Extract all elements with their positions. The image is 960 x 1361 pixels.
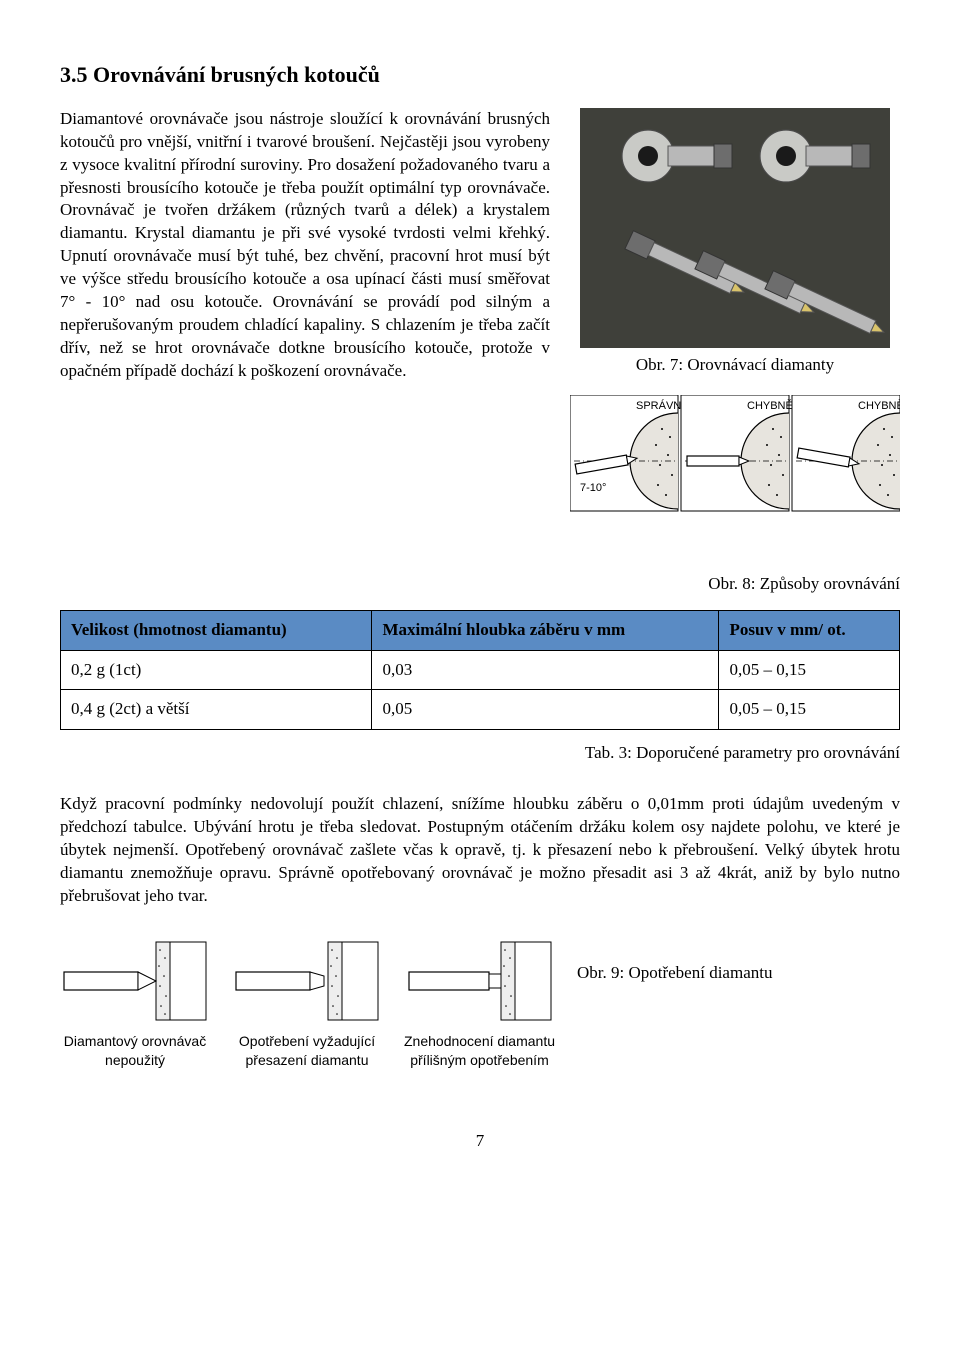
table-cell: 0,03	[372, 650, 719, 690]
intro-block: Obr. 7: Orovnávací diamanty SPRÁVNĚ	[60, 108, 900, 533]
after-table-paragraph: Když pracovní podmínky nedovolují použít…	[60, 793, 900, 908]
label-angle: 7-10°	[580, 482, 606, 494]
table-3-caption: Tab. 3: Doporučené parametry pro orovnáv…	[60, 742, 900, 765]
label-wrong-2: CHYBNĚ	[858, 399, 900, 412]
section-heading: 3.5 Orovnávání brusných kotoučů	[60, 60, 900, 90]
figure-9-caption: Obr. 9: Opotřebení diamantu	[577, 962, 772, 985]
wear-unused-icon	[60, 936, 210, 1026]
figure-9-row: Diamantový orovnávač nepoužitý Opotřeben…	[60, 936, 900, 1070]
table-header-col-3: Posuv v mm/ ot.	[719, 610, 900, 650]
figure-7-caption: Obr. 7: Orovnávací diamanty	[570, 354, 900, 377]
table-row: 0,2 g (1ct) 0,03 0,05 – 0,15	[61, 650, 900, 690]
dressing-methods-diagram-icon: SPRÁVNĚ 7-10°	[570, 395, 900, 515]
wear-ruined-icon	[405, 936, 555, 1026]
table-row: 0,4 g (2ct) a větší 0,05 0,05 – 0,15	[61, 690, 900, 730]
figure-8-caption: Obr. 8: Způsoby orovnávání	[60, 573, 900, 596]
wear-reset-icon	[232, 936, 382, 1026]
wear-item-ruined: Znehodnocení diamantu přílišným opotřebe…	[404, 936, 555, 1070]
label-wrong-1: CHYBNĚ	[747, 399, 793, 412]
table-cell: 0,4 g (2ct) a větší	[61, 690, 372, 730]
parameters-table: Velikost (hmotnost diamantu) Maximální h…	[60, 610, 900, 731]
table-header-col-2: Maximální hloubka záběru v mm	[372, 610, 719, 650]
figure-8: SPRÁVNĚ 7-10°	[570, 395, 900, 515]
page-number: 7	[60, 1130, 900, 1153]
figures-right-column: Obr. 7: Orovnávací diamanty SPRÁVNĚ	[570, 108, 900, 533]
wear-item-unused: Diamantový orovnávač nepoužitý	[60, 936, 210, 1070]
table-header-col-1: Velikost (hmotnost diamantu)	[61, 610, 372, 650]
wear-item-reset-needed: Opotřebení vyžadující přesazení diamantu	[232, 936, 382, 1070]
wear-label-c: Znehodnocení diamantu přílišným opotřebe…	[404, 1032, 555, 1070]
diamonds-photo-icon	[580, 108, 890, 348]
table-cell: 0,05	[372, 690, 719, 730]
table-cell: 0,05 – 0,15	[719, 650, 900, 690]
wear-label-b: Opotřebení vyžadující přesazení diamantu	[232, 1032, 382, 1070]
figure-7: Obr. 7: Orovnávací diamanty	[570, 108, 900, 377]
table-cell: 0,2 g (1ct)	[61, 650, 372, 690]
table-cell: 0,05 – 0,15	[719, 690, 900, 730]
wear-label-a: Diamantový orovnávač nepoužitý	[60, 1032, 210, 1070]
